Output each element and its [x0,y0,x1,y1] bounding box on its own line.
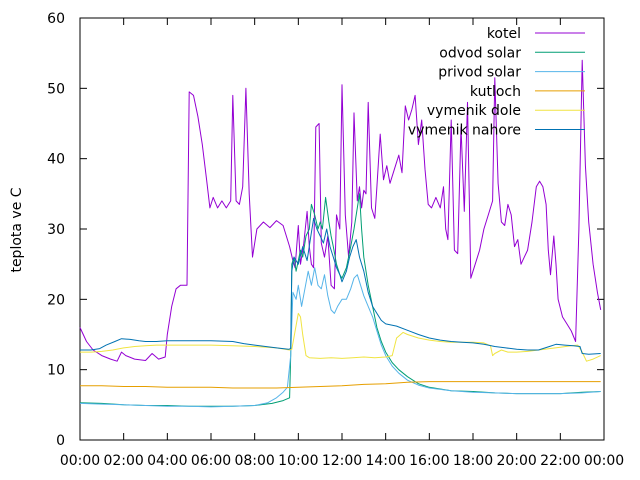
legend-label: vymenik dole [427,103,521,119]
legend-label: kutloch [470,84,521,100]
x-tick-label: 02:00 [103,453,143,469]
x-tick-label: 08:00 [234,453,274,469]
x-tick-label: 22:00 [540,453,580,469]
x-tick-label: 18:00 [453,453,493,469]
x-tick-label: 00:00 [60,453,100,469]
chart-legend: kotel odvod solar privod solar kutloch vymen… [408,26,585,139]
y-tick-label: 60 [47,11,65,27]
series-line-vymenik-nahore [80,217,601,355]
y-tick-label: 30 [47,222,65,238]
series-line-odvod-solar [79,193,601,407]
y-tick-label: 0 [56,433,65,449]
x-tick-label: 14:00 [365,453,405,469]
series-line-kutloch [80,381,601,389]
chart-series [79,59,602,408]
x-tick-label: 00:00 [584,453,624,469]
y-tick-label: 50 [47,81,65,97]
series-line-kotel [79,59,602,362]
series-line-privod-solar [79,267,601,408]
x-tick-label: 16:00 [409,453,449,469]
x-tick-label: 04:00 [147,453,187,469]
x-tick-label: 06:00 [191,453,231,469]
plot-frame [79,17,605,441]
series-line-vymenik-dole [80,312,601,362]
legend-label: vymenik nahore [408,123,521,139]
y-tick-label: 20 [47,292,65,308]
x-tick-label: 12:00 [322,453,362,469]
x-tick-label: 10:00 [278,453,318,469]
y-tick-label: 40 [47,152,65,168]
y-axis-label: teplota ve C [9,187,25,272]
legend-label: privod solar [438,65,521,81]
legend-label: kotel [487,26,521,42]
x-tick-label: 20:00 [496,453,536,469]
y-tick-label: 10 [47,363,65,379]
legend-label: odvod solar [439,45,521,61]
